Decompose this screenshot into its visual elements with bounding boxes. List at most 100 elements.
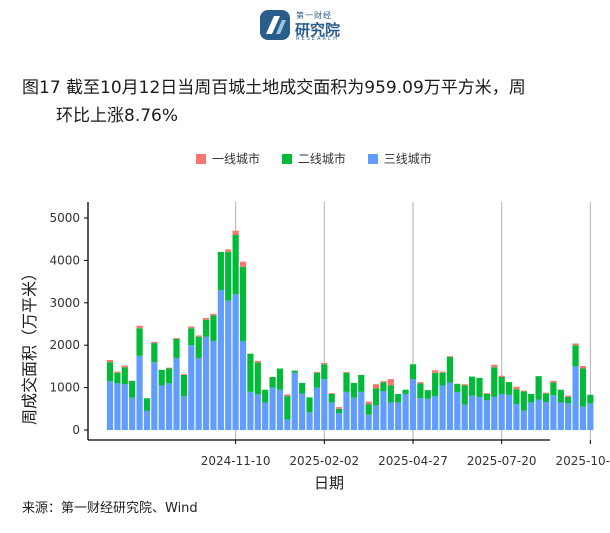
bar-tier1	[151, 341, 158, 344]
bar-tier2	[313, 372, 321, 388]
bar-tier2	[476, 377, 483, 397]
bar-tier3	[291, 372, 298, 430]
bar-tier3	[417, 398, 424, 430]
bar-tier3	[247, 391, 254, 430]
bar-tier1	[446, 356, 454, 358]
bar-tier1	[106, 360, 114, 363]
bar-tier3	[535, 399, 542, 430]
bar-tier1	[284, 394, 291, 397]
legend-label-tier2: 二线城市	[297, 152, 346, 166]
bar-tier3	[129, 397, 136, 430]
bar-tier2	[432, 372, 439, 397]
legend-label-tier1: 一线城市	[212, 152, 261, 166]
bar-tier2	[210, 315, 217, 341]
bar-tier3	[572, 366, 579, 430]
bar-tier1	[483, 393, 490, 394]
bar-tier2	[136, 328, 143, 356]
bar-tier1	[114, 371, 121, 373]
bar-tier1	[202, 318, 210, 320]
bar-tier3	[328, 402, 335, 430]
bar-tier2	[284, 396, 291, 420]
y-axis-label: 周成交面积（万平米）	[20, 264, 39, 425]
bar-tier3	[151, 362, 158, 430]
bar-tier3	[372, 405, 380, 430]
legend-swatch-tier2	[281, 154, 292, 164]
bar-tier1	[239, 261, 247, 267]
y-tick-label: 3000	[49, 296, 80, 310]
bar-tier2	[306, 397, 313, 413]
bar-tier3	[469, 395, 476, 430]
x-tick-label: 2025-02-02	[289, 454, 359, 468]
bar-tier1	[210, 313, 217, 316]
y-tick-label: 2000	[49, 338, 80, 352]
bar-tier2	[343, 372, 350, 392]
bar-tier1	[232, 230, 239, 235]
bar-tier2	[143, 398, 151, 411]
bar-tier2	[254, 362, 261, 395]
bar-tier2	[180, 374, 187, 397]
bar-tier2	[262, 389, 269, 403]
bar-tier1	[387, 379, 394, 386]
logo-emblem-icon	[260, 10, 290, 40]
bar-tier1	[417, 382, 424, 384]
bar-tier2	[114, 372, 121, 384]
brand-logo: 第一财经 研究院 RESEARCH	[258, 6, 348, 46]
chart-legend: 一线城市 二线城市 三线城市	[196, 150, 450, 167]
bar-tier3	[491, 396, 498, 430]
bar-tier2	[380, 382, 387, 391]
bar-tier2	[202, 319, 210, 337]
bar-tier1	[550, 380, 557, 383]
bar-tier1	[254, 360, 261, 363]
bar-tier1	[136, 325, 143, 329]
bar-tier1	[195, 335, 202, 337]
bar-tier2	[417, 383, 424, 399]
bar-tier2	[321, 364, 328, 380]
bar-tier3	[579, 406, 587, 430]
bar-tier3	[350, 397, 357, 430]
bar-tier3	[232, 294, 239, 430]
bar-tier1	[498, 375, 505, 377]
bar-tier2	[247, 353, 254, 392]
bar-tier3	[557, 402, 564, 430]
chart-title-line2: 环比上涨8.76%	[56, 106, 179, 126]
bar-tier1	[180, 374, 187, 375]
bar-tier2	[358, 374, 365, 392]
bar-tier3	[276, 389, 284, 430]
bar-tier1	[513, 386, 520, 390]
bar-tier2	[276, 368, 284, 390]
bar-tier2	[535, 376, 542, 400]
x-tick-label: 2025-10-12	[555, 454, 610, 468]
bar-tier2	[454, 383, 461, 393]
bar-tier3	[313, 387, 321, 430]
bar-tier2	[239, 266, 247, 341]
bar-tier1	[579, 365, 587, 369]
logo-top-text: 第一财经	[296, 11, 332, 20]
y-tick-label: 0	[72, 423, 80, 437]
bar-tier1	[572, 343, 579, 346]
bar-tier2	[565, 396, 572, 404]
bar-tier2	[225, 251, 232, 301]
bar-tier1	[520, 390, 527, 392]
bar-tier3	[432, 396, 439, 430]
bar-tier3	[454, 392, 461, 430]
bar-tier2	[372, 388, 380, 406]
bar-tier3	[180, 396, 187, 430]
bar-tier1	[380, 381, 387, 383]
bar-tier3	[217, 290, 224, 430]
bar-tier2	[483, 393, 490, 401]
bar-tier3	[166, 383, 173, 430]
bar-tier3	[202, 336, 210, 430]
bar-tier3	[269, 387, 276, 430]
bar-tier2	[424, 390, 431, 399]
bar-tier3	[461, 404, 468, 430]
bar-tier2	[106, 362, 114, 382]
bar-tier2	[232, 234, 239, 295]
bar-tier2	[350, 382, 357, 398]
bar-tier2	[542, 393, 550, 403]
bar-tier1	[365, 401, 372, 405]
bar-tier3	[446, 382, 454, 430]
bar-tier3	[195, 357, 202, 430]
bar-tier2	[557, 389, 564, 403]
bar-tier3	[173, 357, 180, 430]
